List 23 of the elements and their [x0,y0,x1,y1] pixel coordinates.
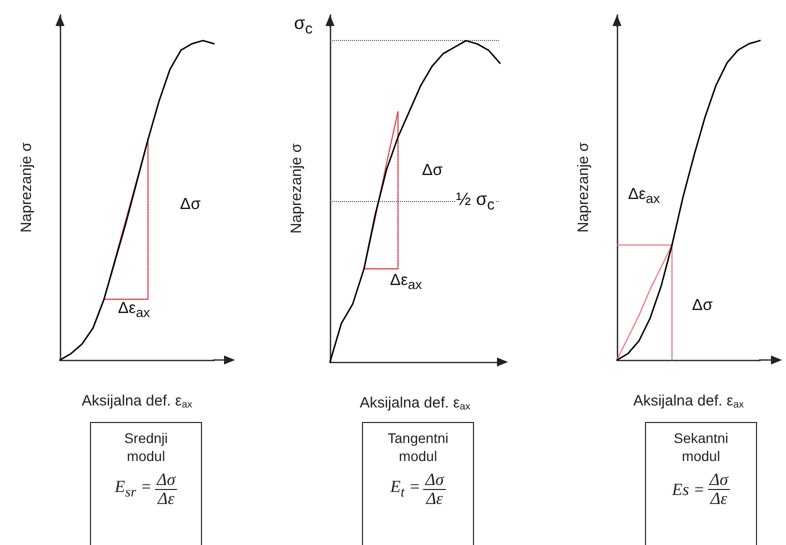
text: E$_{t}$ = [390,476,420,502]
ref-line-label: ½ σ$_{c}$ [456,189,495,214]
annotation: Δσ [692,297,713,315]
text: E$_{sr}$ = [114,476,152,502]
y-axis-title: Naprezanje σ [18,142,35,233]
text: Δε [158,489,174,508]
annotation: Δσ [422,162,443,180]
text: Tangentni modul [386,429,450,465]
ref-line-label: σ$_{c}$ [294,12,313,38]
text: Es = [672,480,705,498]
y-axis-title: Naprezanje σ [288,142,305,234]
text: Δσ [423,470,446,490]
text: Δσ [154,470,178,490]
text: Sekantni modul [672,429,730,465]
text: Srednji modul [123,429,169,465]
text: Δε [426,489,443,508]
annotation: Δε$_{ax}$ [390,272,422,292]
text: Δσ [708,470,730,490]
y-axis-title: Naprezanje σ [575,142,592,233]
annotation: Δε$_{ax}$ [118,300,150,320]
annotation: Δε$_{ax}$ [628,186,660,206]
text: Δε [710,489,728,508]
annotation: Δσ [180,196,201,214]
